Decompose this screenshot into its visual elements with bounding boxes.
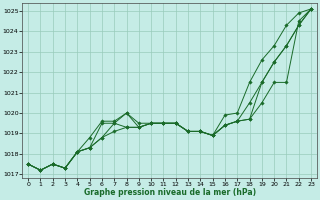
X-axis label: Graphe pression niveau de la mer (hPa): Graphe pression niveau de la mer (hPa) (84, 188, 256, 197)
